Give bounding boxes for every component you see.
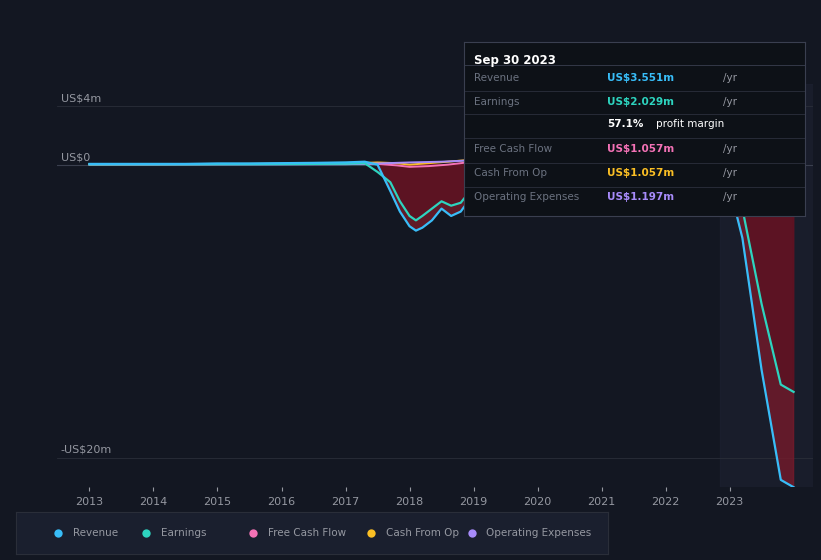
Text: Revenue: Revenue — [474, 73, 519, 82]
Text: /yr: /yr — [722, 144, 736, 154]
Text: -US$20m: -US$20m — [61, 445, 112, 455]
Text: 57.1%: 57.1% — [607, 119, 644, 129]
Text: Free Cash Flow: Free Cash Flow — [268, 529, 346, 538]
Text: US$0: US$0 — [61, 153, 90, 163]
Text: Sep 30 2023: Sep 30 2023 — [474, 54, 556, 67]
Text: US$1.057m: US$1.057m — [607, 144, 674, 154]
Text: US$4m: US$4m — [61, 94, 101, 104]
Text: US$2.029m: US$2.029m — [607, 97, 674, 107]
Text: Operating Expenses: Operating Expenses — [486, 529, 592, 538]
Text: Earnings: Earnings — [474, 97, 520, 107]
Text: Free Cash Flow: Free Cash Flow — [474, 144, 553, 154]
Text: Cash From Op: Cash From Op — [386, 529, 459, 538]
Text: /yr: /yr — [722, 73, 736, 82]
Text: US$1.057m: US$1.057m — [607, 168, 674, 178]
Text: profit margin: profit margin — [656, 119, 725, 129]
Text: /yr: /yr — [722, 97, 736, 107]
Text: Revenue: Revenue — [72, 529, 117, 538]
Bar — [720, 84, 813, 487]
Text: US$3.551m: US$3.551m — [607, 73, 674, 82]
Text: /yr: /yr — [722, 193, 736, 202]
Text: US$1.197m: US$1.197m — [607, 193, 674, 202]
Text: /yr: /yr — [722, 168, 736, 178]
Text: Earnings: Earnings — [161, 529, 207, 538]
Text: Operating Expenses: Operating Expenses — [474, 193, 580, 202]
Text: Cash From Op: Cash From Op — [474, 168, 547, 178]
